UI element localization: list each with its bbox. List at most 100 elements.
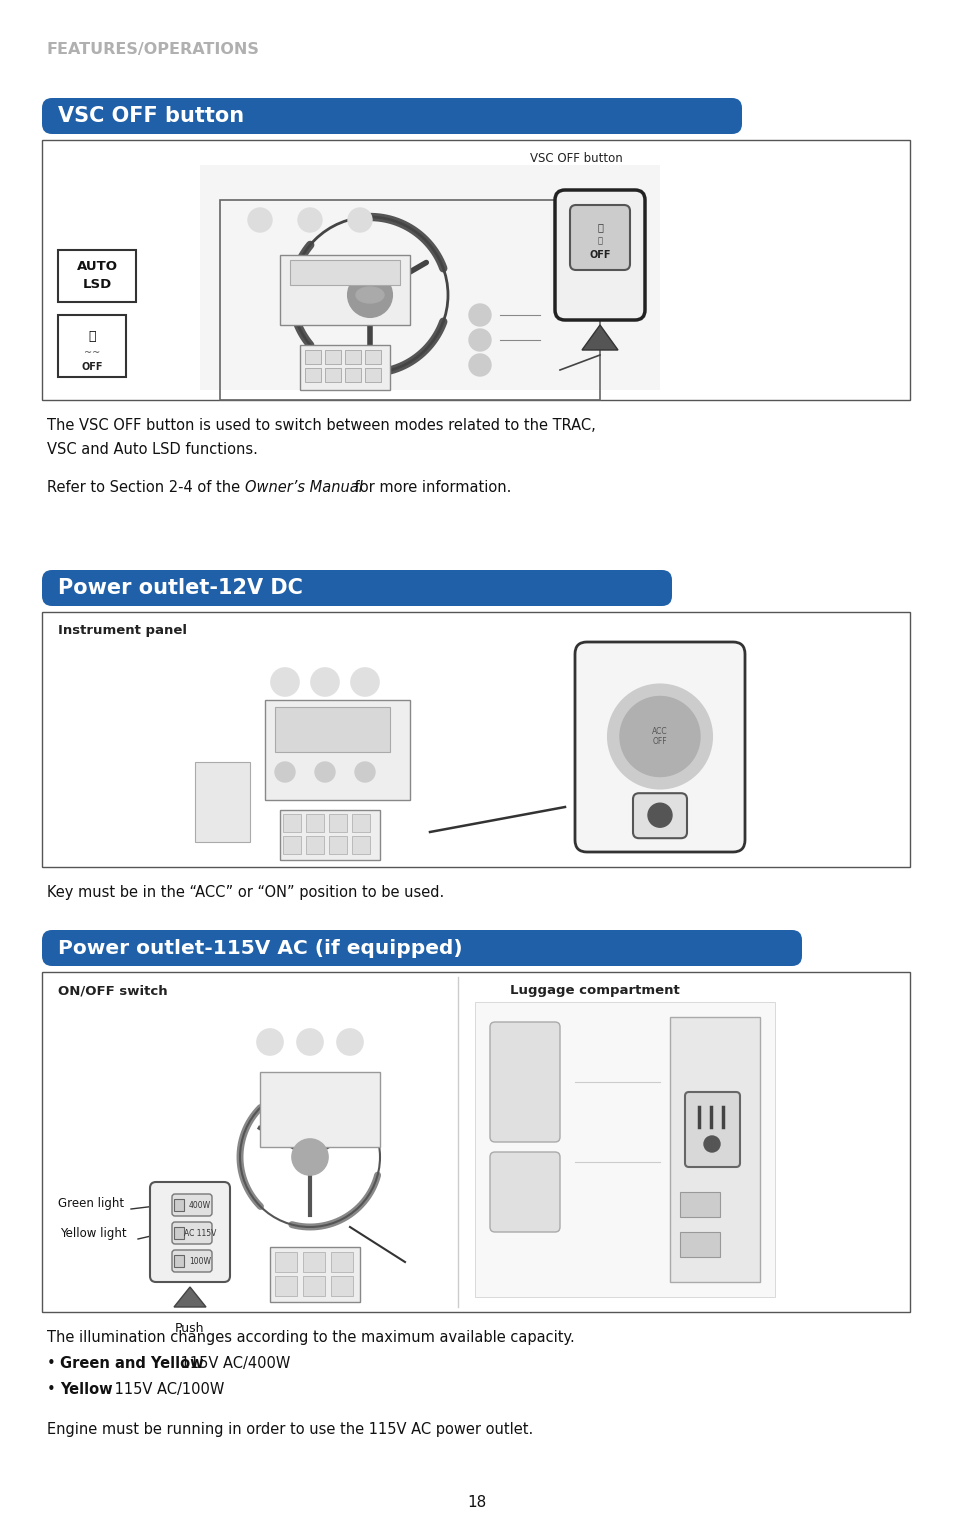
FancyBboxPatch shape: [569, 205, 629, 270]
Bar: [329, 814, 347, 832]
Bar: [306, 814, 324, 832]
Bar: [265, 699, 410, 800]
Bar: [679, 1193, 720, 1217]
Circle shape: [348, 273, 392, 318]
Bar: [42, 140, 909, 400]
Bar: [345, 368, 360, 382]
FancyBboxPatch shape: [172, 1194, 212, 1215]
Circle shape: [274, 762, 294, 782]
Text: for more information.: for more information.: [350, 479, 511, 495]
Bar: [365, 368, 380, 382]
Circle shape: [296, 1029, 323, 1055]
Circle shape: [607, 684, 711, 788]
Text: LSD: LSD: [82, 278, 112, 292]
Bar: [352, 814, 370, 832]
FancyBboxPatch shape: [42, 930, 801, 967]
FancyBboxPatch shape: [172, 1251, 212, 1272]
FancyBboxPatch shape: [42, 98, 741, 134]
Bar: [220, 200, 599, 400]
Text: Luggage compartment: Luggage compartment: [510, 983, 679, 997]
Circle shape: [351, 667, 378, 696]
Text: Green and Yellow: Green and Yellow: [60, 1356, 203, 1371]
Bar: [173, 1199, 184, 1211]
Bar: [352, 835, 370, 854]
FancyBboxPatch shape: [490, 1151, 559, 1232]
Circle shape: [469, 304, 491, 325]
Text: Power outlet-115V AC (if equipped): Power outlet-115V AC (if equipped): [58, 939, 462, 957]
Circle shape: [348, 208, 372, 232]
Text: Owner’s Manual: Owner’s Manual: [245, 479, 362, 495]
Text: Green light: Green light: [58, 1197, 124, 1211]
Text: •: •: [47, 1356, 55, 1371]
Bar: [290, 260, 399, 286]
Text: 100W: 100W: [189, 1257, 211, 1266]
Text: •: •: [47, 1382, 55, 1397]
Text: ⬛: ⬛: [597, 221, 602, 232]
Bar: [303, 1252, 325, 1272]
Ellipse shape: [355, 287, 384, 302]
Text: Power outlet-12V DC: Power outlet-12V DC: [58, 579, 302, 599]
Bar: [274, 707, 390, 751]
Bar: [274, 1252, 296, 1272]
Text: 115V AC/400W: 115V AC/400W: [175, 1356, 290, 1371]
Bar: [331, 1277, 353, 1296]
Circle shape: [292, 1139, 328, 1174]
Bar: [329, 835, 347, 854]
Bar: [331, 1252, 353, 1272]
Text: 400W: 400W: [189, 1200, 211, 1209]
Text: Yellow light: Yellow light: [60, 1228, 127, 1240]
Text: 🚗: 🚗: [89, 330, 95, 344]
Bar: [173, 1255, 184, 1267]
Text: VSC OFF button: VSC OFF button: [58, 105, 244, 127]
Circle shape: [256, 1029, 283, 1055]
Text: Engine must be running in order to use the 115V AC power outlet.: Engine must be running in order to use t…: [47, 1422, 533, 1437]
Circle shape: [314, 762, 335, 782]
Circle shape: [311, 667, 338, 696]
Text: VSC OFF button: VSC OFF button: [530, 153, 622, 165]
Polygon shape: [173, 1287, 206, 1307]
Bar: [475, 1002, 774, 1296]
FancyBboxPatch shape: [684, 1092, 740, 1167]
Bar: [345, 350, 360, 363]
FancyBboxPatch shape: [555, 189, 644, 321]
Text: 18: 18: [467, 1495, 486, 1510]
Bar: [270, 1248, 359, 1303]
Text: ON/OFF switch: ON/OFF switch: [58, 983, 168, 997]
Bar: [280, 809, 379, 860]
Text: AC 115V: AC 115V: [184, 1229, 216, 1237]
Circle shape: [336, 1029, 363, 1055]
Bar: [283, 814, 301, 832]
Bar: [58, 315, 126, 377]
Bar: [280, 255, 410, 325]
Polygon shape: [581, 325, 618, 350]
Bar: [42, 973, 909, 1312]
Bar: [299, 345, 390, 389]
Text: OFF: OFF: [589, 250, 610, 260]
Bar: [58, 250, 136, 302]
Bar: [42, 612, 909, 867]
Text: Key must be in the “ACC” or “ON” position to be used.: Key must be in the “ACC” or “ON” positio…: [47, 886, 444, 899]
Bar: [365, 350, 380, 363]
FancyBboxPatch shape: [633, 793, 686, 838]
Text: ~~: ~~: [84, 348, 100, 357]
Bar: [200, 165, 659, 389]
Circle shape: [271, 667, 298, 696]
Circle shape: [469, 354, 491, 376]
Bar: [260, 1072, 379, 1147]
Bar: [173, 1228, 184, 1238]
Circle shape: [619, 696, 700, 777]
FancyBboxPatch shape: [172, 1222, 212, 1245]
Text: VSC and Auto LSD functions.: VSC and Auto LSD functions.: [47, 441, 257, 457]
Circle shape: [647, 803, 671, 828]
Text: The illumination changes according to the maximum available capacity.: The illumination changes according to th…: [47, 1330, 574, 1345]
Text: Yellow: Yellow: [60, 1382, 112, 1397]
Text: The VSC OFF button is used to switch between modes related to the TRAC,: The VSC OFF button is used to switch bet…: [47, 418, 595, 434]
Bar: [305, 350, 320, 363]
Text: Instrument panel: Instrument panel: [58, 625, 187, 637]
FancyBboxPatch shape: [575, 641, 744, 852]
Text: OFF: OFF: [81, 362, 103, 373]
FancyBboxPatch shape: [490, 1022, 559, 1142]
Bar: [303, 1277, 325, 1296]
Text: FEATURES/OPERATIONS: FEATURES/OPERATIONS: [47, 43, 259, 56]
Bar: [679, 1232, 720, 1257]
